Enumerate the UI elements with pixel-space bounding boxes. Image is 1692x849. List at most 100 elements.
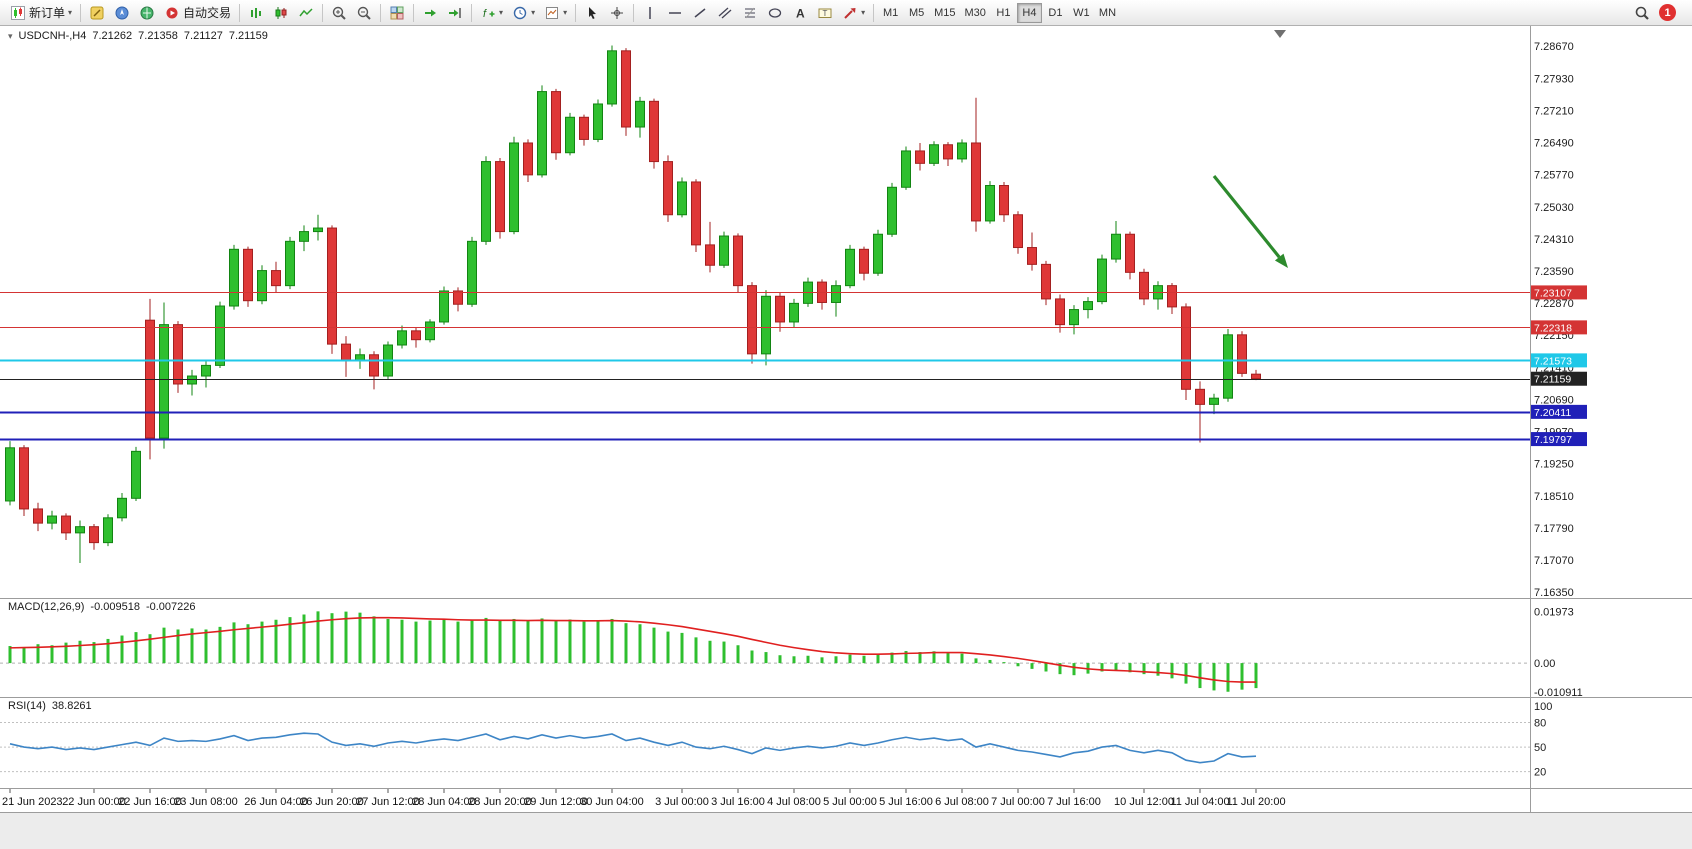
tile-windows-button[interactable] <box>385 2 409 24</box>
tf-m5-button[interactable]: M5 <box>904 3 929 23</box>
candle <box>1097 254 1107 305</box>
tf-mn-button[interactable]: MN <box>1095 3 1120 23</box>
autotrade-icon <box>164 5 180 21</box>
autotrade-button[interactable]: 自动交易 <box>160 2 235 24</box>
toolbar-separator <box>239 3 241 22</box>
shapes-icon <box>767 5 783 21</box>
candle-body <box>61 515 71 534</box>
text-button[interactable]: A <box>788 2 812 24</box>
candle-body <box>47 515 57 524</box>
metaeditor-button[interactable] <box>85 2 109 24</box>
candle <box>299 225 309 252</box>
candle-body <box>929 144 939 164</box>
templates-button[interactable]: ▾ <box>540 2 571 24</box>
vline-button[interactable] <box>638 2 662 24</box>
support-line-2-tag-text: 7.19797 <box>1534 434 1572 446</box>
candle-body <box>1195 388 1205 405</box>
fibonacci-button[interactable] <box>738 2 762 24</box>
crosshair-button[interactable] <box>605 2 629 24</box>
price-label: 7.25030 <box>1534 202 1574 214</box>
candle <box>229 244 239 310</box>
macd-pane <box>0 611 1530 692</box>
candle-body <box>131 450 141 499</box>
tf-d1-button[interactable]: D1 <box>1043 3 1068 23</box>
time-label: 3 Jul 16:00 <box>711 796 765 808</box>
text-label-button[interactable]: T <box>813 2 837 24</box>
tf-m30-button[interactable]: M30 <box>961 3 990 23</box>
toolbar-separator <box>471 3 473 22</box>
time-label: 30 Jun 04:00 <box>580 796 644 808</box>
price-label: 7.28670 <box>1534 41 1574 53</box>
candle-body <box>1223 334 1233 399</box>
candle-body <box>677 181 687 216</box>
zoom-out-button[interactable] <box>352 2 376 24</box>
tf-w1-button[interactable]: W1 <box>1069 3 1094 23</box>
terminal-icon <box>139 5 155 21</box>
channel-button[interactable] <box>713 2 737 24</box>
rsi-line <box>9 732 1257 764</box>
search-button[interactable] <box>1630 2 1654 24</box>
price-label: 7.25770 <box>1534 169 1574 181</box>
zoom-out-icon <box>356 5 372 21</box>
arrows-button[interactable]: ▾ <box>838 2 869 24</box>
toolbar-separator <box>413 3 415 22</box>
bar-chart-button[interactable] <box>244 2 268 24</box>
navigator-button[interactable] <box>110 2 134 24</box>
candle <box>593 99 603 143</box>
candle-body <box>901 150 911 188</box>
chevron-down-icon: ▾ <box>563 7 568 17</box>
periods-button[interactable]: ▾ <box>508 2 539 24</box>
auto-scroll-button[interactable] <box>418 2 442 24</box>
candle <box>901 146 911 190</box>
price-label: 7.19250 <box>1534 458 1574 470</box>
terminal-button[interactable] <box>135 2 159 24</box>
candle <box>1209 393 1219 415</box>
candle <box>33 502 43 532</box>
text-label-icon: T <box>817 5 833 21</box>
cursor-button[interactable] <box>580 2 604 24</box>
trendline-button[interactable] <box>688 2 712 24</box>
tf-h4-button[interactable]: H4 <box>1016 2 1042 23</box>
candle-body <box>467 240 477 305</box>
candle-body <box>691 181 701 246</box>
new-order-button[interactable]: 新订单 ▾ <box>6 2 76 24</box>
line-chart-button[interactable] <box>294 2 318 24</box>
candle <box>733 233 743 293</box>
trend-arrow-head <box>1274 253 1288 268</box>
candle-body <box>1167 285 1177 308</box>
candle-body <box>649 100 659 163</box>
chart-shift-button[interactable] <box>443 2 467 24</box>
candlestick-button[interactable] <box>269 2 293 24</box>
tf-h1-button[interactable]: H1 <box>991 3 1016 23</box>
candle-body <box>411 330 421 341</box>
candle <box>425 319 435 343</box>
cyan-level-line-tag-text: 7.21573 <box>1534 355 1572 367</box>
indicators-button[interactable]: f ▾ <box>476 2 507 24</box>
candle <box>999 181 1009 222</box>
zoom-in-button[interactable] <box>327 2 351 24</box>
shapes-button[interactable] <box>763 2 787 24</box>
notification-badge[interactable]: 1 <box>1659 4 1676 21</box>
candle <box>1055 294 1065 333</box>
candle-body <box>523 142 533 176</box>
channel-icon <box>717 5 733 21</box>
candle-body <box>495 161 505 233</box>
price-label: 7.27930 <box>1534 74 1574 86</box>
trend-arrow-line <box>1212 174 1281 259</box>
candle <box>1237 331 1247 377</box>
candle <box>495 158 505 239</box>
chevron-down-icon: ▾ <box>861 7 866 17</box>
tf-m1-button[interactable]: M1 <box>878 3 903 23</box>
candle <box>47 510 57 530</box>
candle-body <box>33 508 43 524</box>
candle <box>1069 305 1079 335</box>
tf-m15-button[interactable]: M15 <box>930 3 959 23</box>
line-chart-icon <box>298 5 314 21</box>
price-label: 7.17070 <box>1534 555 1574 567</box>
trend-arrow-object[interactable] <box>1212 174 1288 268</box>
cursor-icon <box>584 5 600 21</box>
chart-shift-icon <box>447 5 463 21</box>
hline-button[interactable] <box>663 2 687 24</box>
candle-body <box>1027 247 1037 265</box>
